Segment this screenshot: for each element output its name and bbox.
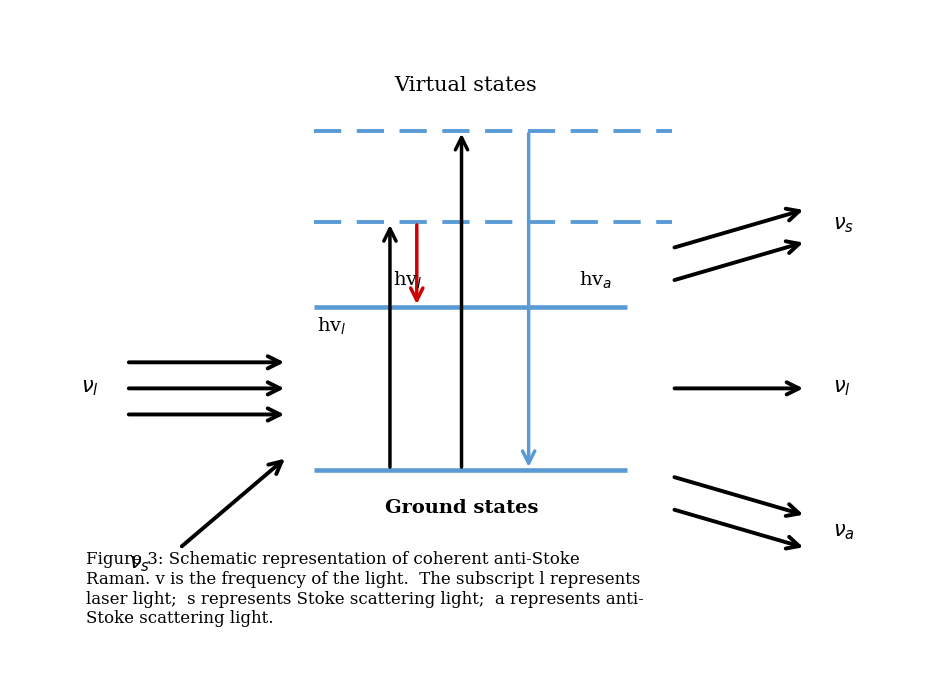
Text: $\nu_a$: $\nu_a$ [833, 522, 855, 542]
Text: $\nu_l$: $\nu_l$ [833, 379, 851, 398]
Text: hv$_l$: hv$_l$ [393, 270, 422, 291]
Text: Ground states: Ground states [385, 499, 538, 517]
Text: $\nu_l$: $\nu_l$ [81, 379, 99, 398]
Text: Figure 3: Schematic representation of coherent anti-Stoke
Raman. v is the freque: Figure 3: Schematic representation of co… [86, 551, 643, 627]
Text: $\nu_s$: $\nu_s$ [833, 216, 854, 235]
Text: $\nu_s$: $\nu_s$ [129, 555, 150, 574]
Text: Virtual states: Virtual states [394, 76, 538, 95]
Text: hv$_l$: hv$_l$ [317, 316, 347, 337]
Text: hv$_a$: hv$_a$ [579, 270, 612, 291]
